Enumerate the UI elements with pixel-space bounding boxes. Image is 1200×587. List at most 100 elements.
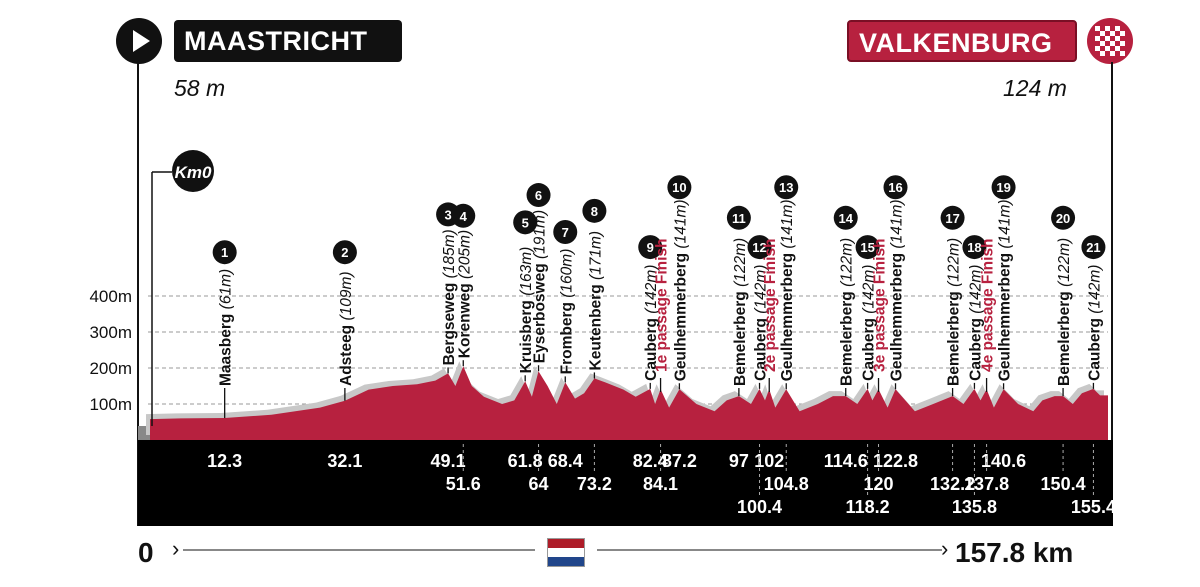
climb-label: Fromberg (160m) — [558, 249, 575, 375]
climb-km-label: 140.6 — [981, 451, 1026, 471]
climb-number-badge — [451, 203, 476, 228]
climb-km-label: 87.2 — [662, 451, 697, 471]
climb-number-badge — [212, 240, 237, 265]
climb-name: Korenweg — [456, 279, 473, 358]
climb-number: 21 — [1086, 240, 1100, 255]
finish-passage-km-label: 120 — [863, 474, 893, 494]
flag-square — [1115, 46, 1120, 51]
climb-km-label: 51.6 — [446, 474, 481, 494]
km-band — [138, 440, 1113, 526]
climb-name: Geulhemmerberg — [779, 249, 796, 382]
y-tick-label: 400m — [89, 287, 132, 306]
finish-passage-km-label: 137.8 — [964, 474, 1009, 494]
flag-square — [1120, 31, 1125, 36]
climb-km-label: 155.4 — [1071, 497, 1116, 517]
climb-name: Geulhemmerberg — [997, 249, 1014, 382]
climb-number-badge — [1051, 205, 1076, 230]
climb-km-label: 82.4 — [633, 451, 668, 471]
climb-label: Cauberg (142m) — [967, 265, 984, 381]
flag-square — [1120, 41, 1125, 46]
flag-square — [1095, 36, 1100, 41]
finish-passage-label: 1e passage Finish — [654, 238, 671, 372]
climb-name: Bemelerberg — [732, 287, 749, 386]
climb-name: Cauberg — [753, 314, 770, 381]
climb-number: 9 — [647, 240, 654, 255]
climb-name: Keutenberg — [587, 280, 604, 370]
climb-km-label: 97 — [729, 451, 749, 471]
flag-square — [1100, 41, 1105, 46]
km-start-label: 0 — [138, 537, 154, 568]
climb-name: Cauberg — [643, 314, 660, 381]
climb-name: Bemelerberg — [946, 287, 963, 386]
climb-label: Cauberg (142m) — [1086, 265, 1103, 381]
climb-number: 5 — [522, 215, 529, 230]
climb-km-label: 61.8 — [508, 451, 543, 471]
climb-km-label: 104.8 — [764, 474, 809, 494]
climb-height: (142m) — [967, 265, 984, 314]
climb-number: 7 — [562, 225, 569, 240]
finish-passage-label: 2e passage Finish — [762, 238, 779, 372]
axis-arrow-icon: › — [941, 536, 948, 561]
climb-label: Adsteeg (109m) — [338, 271, 355, 386]
climb-number-badge — [638, 235, 663, 260]
climb-label: Cauberg (142m) — [643, 265, 660, 381]
climb-number-badge — [883, 175, 908, 200]
climb-number-badge — [855, 235, 880, 260]
climb-name: Geulhemmerberg — [672, 249, 689, 382]
climb-number: 11 — [732, 211, 746, 226]
climb-number: 20 — [1056, 211, 1070, 226]
checkered-flag-icon — [1087, 18, 1133, 64]
climb-number-badge — [940, 205, 965, 230]
climb-name: Geulhemmerberg — [889, 249, 906, 382]
climb-name: Cauberg — [1086, 314, 1103, 381]
climb-height: (122m) — [732, 238, 749, 287]
climb-number: 18 — [967, 240, 981, 255]
climb-number-badge — [553, 220, 578, 244]
flag-square — [1100, 31, 1105, 36]
climb-height: (160m) — [558, 249, 575, 298]
axis-arrow-icon: › — [172, 536, 179, 561]
climb-km-label: 122.8 — [873, 451, 918, 471]
climb-number: 12 — [752, 240, 766, 255]
climb-km-label: 49.1 — [431, 451, 466, 471]
climb-label: Geulhemmerberg (141m) — [997, 199, 1014, 381]
climb-height: (163m) — [518, 247, 535, 296]
climb-number: 15 — [860, 240, 874, 255]
climb-height: (191m) — [532, 210, 549, 259]
climb-height: (142m) — [1086, 265, 1103, 314]
climb-number: 10 — [672, 180, 686, 195]
climb-label: Cauberg (142m) — [861, 265, 878, 381]
climb-name: Eyserbosweg — [532, 259, 549, 363]
climb-name: Bemelerberg — [839, 287, 856, 386]
flag-square — [1120, 51, 1125, 56]
start-base-marker — [138, 426, 152, 440]
climb-height: (109m) — [338, 271, 355, 320]
finish-passage-label: 3e passage Finish — [872, 238, 889, 372]
climb-height: (171m) — [587, 231, 604, 280]
climb-label: Geulhemmerberg (141m) — [672, 199, 689, 381]
flag-square — [1105, 46, 1110, 51]
climb-label: Eyserbosweg (191m) — [532, 210, 549, 363]
climb-number: 4 — [460, 209, 468, 224]
netherlands-flag-icon — [547, 538, 585, 567]
climb-number-badge — [747, 235, 772, 260]
climb-height: (122m) — [1056, 238, 1073, 287]
climb-height: (142m) — [643, 265, 660, 314]
climb-number-badge — [833, 205, 858, 230]
climb-label: Bemelerberg (122m) — [732, 238, 749, 386]
climb-number-badge — [991, 175, 1016, 200]
climb-number-badge — [1081, 235, 1106, 260]
climb-km-label: 135.8 — [952, 497, 997, 517]
climb-name: Adsteeg — [338, 321, 355, 386]
flag-square — [1105, 26, 1110, 31]
climb-number-badge — [582, 198, 607, 223]
climb-label: Bergseweg (185m) — [441, 229, 458, 365]
climb-number: 14 — [838, 211, 853, 226]
climb-number: 8 — [591, 204, 598, 219]
climb-km-label: 150.4 — [1041, 474, 1086, 494]
y-tick-label: 300m — [89, 323, 132, 342]
start-elevation: 58 m — [174, 75, 226, 101]
climb-km-label: 73.2 — [577, 474, 612, 494]
climb-number-badge — [513, 210, 538, 235]
climb-label: Korenweg (205m) — [456, 230, 473, 358]
